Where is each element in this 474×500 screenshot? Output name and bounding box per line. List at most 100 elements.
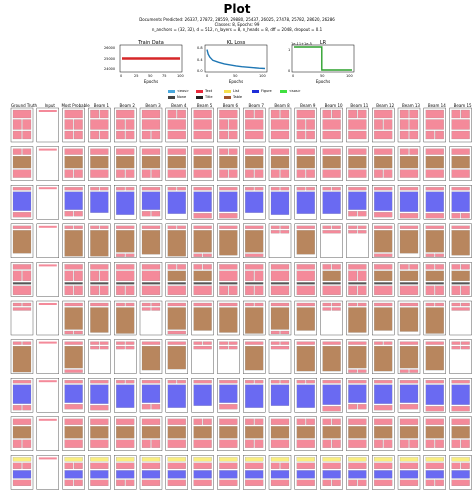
layout-figure-block bbox=[219, 470, 238, 479]
document-thumbnail bbox=[88, 339, 111, 374]
layout-title-block bbox=[90, 282, 109, 285]
layout-text-block bbox=[245, 380, 254, 384]
layout-text-block bbox=[399, 302, 419, 307]
legend-item: <eos> bbox=[168, 89, 189, 93]
layout-text-block bbox=[151, 302, 161, 307]
layout-text-block bbox=[90, 418, 109, 425]
layout-text-block bbox=[141, 225, 161, 229]
layout-text-block bbox=[409, 369, 419, 373]
layout-text-block bbox=[399, 109, 409, 119]
document-thumbnail bbox=[113, 339, 137, 374]
layout-text-block bbox=[38, 303, 57, 305]
layout-text-block bbox=[22, 148, 32, 155]
layout-text-block bbox=[219, 225, 238, 229]
layout-text-block bbox=[167, 302, 186, 307]
layout-text-block bbox=[141, 119, 161, 130]
layout-text-block bbox=[461, 285, 470, 295]
layout-text-block bbox=[22, 341, 32, 345]
layout-text-block bbox=[116, 253, 125, 257]
document-thumbnail bbox=[449, 300, 472, 336]
layout-figure-block bbox=[425, 191, 444, 212]
train-xlabel: Epochs bbox=[143, 79, 159, 84]
layout-text-block bbox=[141, 264, 161, 270]
layout-text-block bbox=[12, 187, 32, 191]
layout-text-block bbox=[451, 302, 461, 307]
layout-text-block bbox=[357, 404, 367, 410]
layout-text-block bbox=[374, 302, 393, 307]
layout-table-block bbox=[219, 307, 238, 333]
layout-text-block bbox=[151, 404, 161, 410]
info-line-1: Documents Predicted: 26337, 27872, 28559… bbox=[139, 17, 335, 22]
layout-text-block bbox=[399, 418, 419, 425]
layout-text-block bbox=[167, 330, 186, 335]
layout-text-block bbox=[141, 302, 151, 307]
layout-text-block bbox=[435, 302, 444, 307]
layout-figure-block bbox=[245, 384, 264, 408]
layout-text-block bbox=[167, 225, 177, 229]
layout-text-block bbox=[12, 302, 22, 307]
layout-text-block bbox=[99, 109, 109, 119]
layout-text-block bbox=[399, 479, 419, 486]
column-header: Beam 3 bbox=[145, 103, 161, 108]
layout-figure-block bbox=[116, 384, 135, 408]
layout-text-block bbox=[254, 418, 264, 425]
layout-text-block bbox=[64, 380, 83, 384]
layout-title-block bbox=[245, 282, 264, 285]
layout-text-block bbox=[90, 302, 109, 307]
document-thumbnail bbox=[36, 107, 59, 143]
layout-text-block bbox=[193, 479, 212, 486]
column-header: Most Probable bbox=[61, 103, 90, 108]
layout-text-block bbox=[219, 270, 238, 281]
layout-text-block bbox=[374, 187, 393, 191]
layout-text-block bbox=[451, 439, 461, 448]
layout-text-block bbox=[219, 380, 238, 384]
layout-table-block bbox=[245, 230, 264, 253]
legend-swatch bbox=[224, 89, 231, 93]
layout-text-block bbox=[177, 187, 186, 191]
layout-table-block bbox=[322, 346, 341, 372]
layout-text-block bbox=[357, 225, 367, 229]
layout-text-block bbox=[425, 285, 435, 295]
layout-text-block bbox=[12, 285, 32, 295]
layout-text-block bbox=[12, 119, 22, 130]
layout-table-block bbox=[193, 270, 212, 281]
layout-text-block bbox=[322, 148, 341, 155]
layout-list-block bbox=[219, 457, 238, 462]
layout-text-block bbox=[177, 380, 186, 384]
layout-text-block bbox=[64, 369, 83, 373]
layout-text-block bbox=[332, 418, 341, 425]
layout-text-block bbox=[451, 130, 470, 140]
layout-figure-block bbox=[64, 384, 83, 403]
layout-text-block bbox=[64, 330, 74, 335]
layout-text-block bbox=[374, 212, 393, 218]
layout-figure-block bbox=[219, 384, 238, 403]
layout-text-block bbox=[141, 479, 161, 486]
layout-text-block bbox=[270, 380, 280, 384]
layout-text-block bbox=[12, 405, 22, 411]
layout-text-block bbox=[399, 439, 409, 448]
layout-table-block bbox=[64, 307, 83, 330]
layout-text-block bbox=[203, 253, 212, 257]
layout-table-block bbox=[167, 346, 186, 370]
layout-text-block bbox=[125, 479, 135, 486]
layout-title-block bbox=[451, 282, 470, 285]
layout-table-block bbox=[116, 426, 135, 439]
column-header: Ground Truth bbox=[10, 103, 38, 108]
layout-table-block bbox=[399, 426, 419, 439]
series-line bbox=[206, 49, 266, 70]
layout-text-block bbox=[64, 439, 83, 448]
layout-text-block bbox=[64, 169, 74, 178]
layout-text-block bbox=[219, 130, 228, 140]
layout-text-block bbox=[73, 270, 83, 281]
layout-table-block bbox=[425, 270, 444, 281]
kl-ytick: 0.0 bbox=[197, 69, 203, 73]
layout-text-block bbox=[322, 230, 341, 234]
layout-text-block bbox=[399, 341, 419, 345]
layout-text-block bbox=[409, 439, 419, 448]
layout-table-block bbox=[322, 156, 341, 169]
layout-text-block bbox=[296, 169, 306, 178]
layout-text-block bbox=[461, 439, 470, 448]
layout-text-block bbox=[435, 130, 444, 140]
layout-text-block bbox=[296, 270, 315, 281]
layout-text-block bbox=[228, 169, 238, 178]
